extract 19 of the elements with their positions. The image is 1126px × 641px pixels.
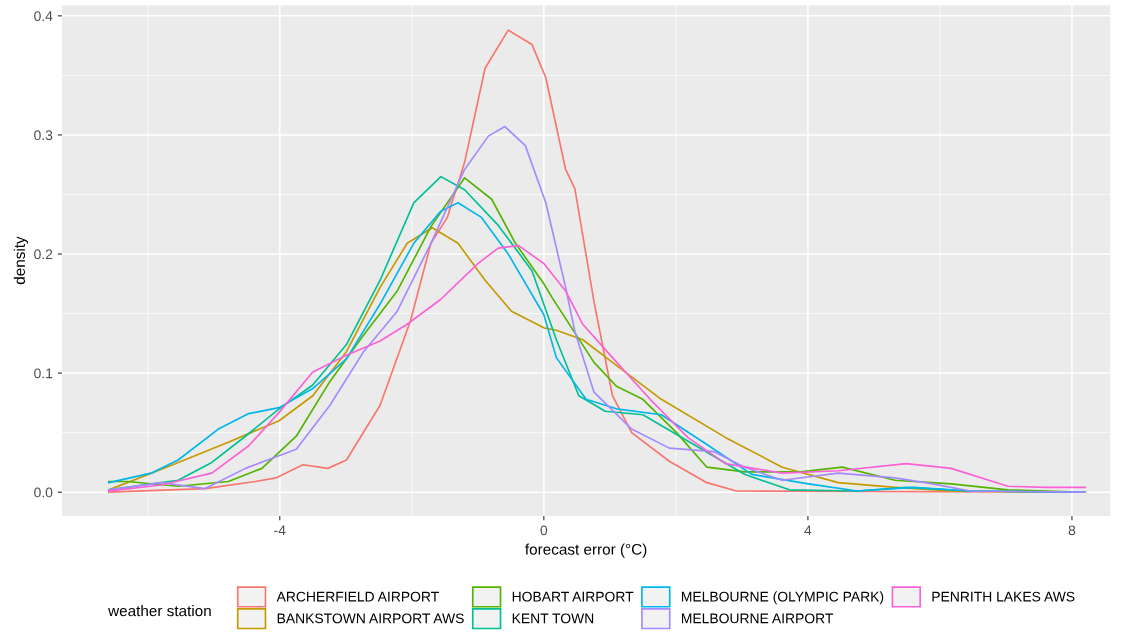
x-tick-label: 0 bbox=[540, 525, 548, 536]
legend-label: ARCHERFIELD AIRPORT bbox=[276, 591, 439, 602]
legend-label: KENT TOWN bbox=[512, 613, 594, 624]
legend-label: MELBOURNE (OLYMPIC PARK) bbox=[681, 591, 884, 605]
y-tick-label: 0.3 bbox=[34, 130, 53, 141]
y-tick-label: 0.2 bbox=[34, 249, 53, 260]
legend-label: HOBART AIRPORT bbox=[512, 591, 634, 602]
x-tick-label: -4 bbox=[274, 525, 286, 536]
legend-label: BANKSTOWN AIRPORT AWS bbox=[277, 613, 464, 624]
y-tick-label: 0.0 bbox=[34, 487, 53, 498]
x-tick-label: 4 bbox=[804, 525, 812, 536]
x-tick-label: 8 bbox=[1068, 525, 1076, 536]
y-tick-label: 0.1 bbox=[34, 368, 53, 379]
y-axis-title: density bbox=[13, 236, 29, 285]
legend-label: PENRITH LAKES AWS bbox=[932, 591, 1075, 602]
x-axis-title: forecast error (°C) bbox=[525, 543, 647, 558]
legend-title: weather station bbox=[108, 605, 211, 617]
y-tick-label: 0.4 bbox=[34, 11, 53, 22]
legend-label: MELBOURNE AIRPORT bbox=[681, 613, 834, 624]
